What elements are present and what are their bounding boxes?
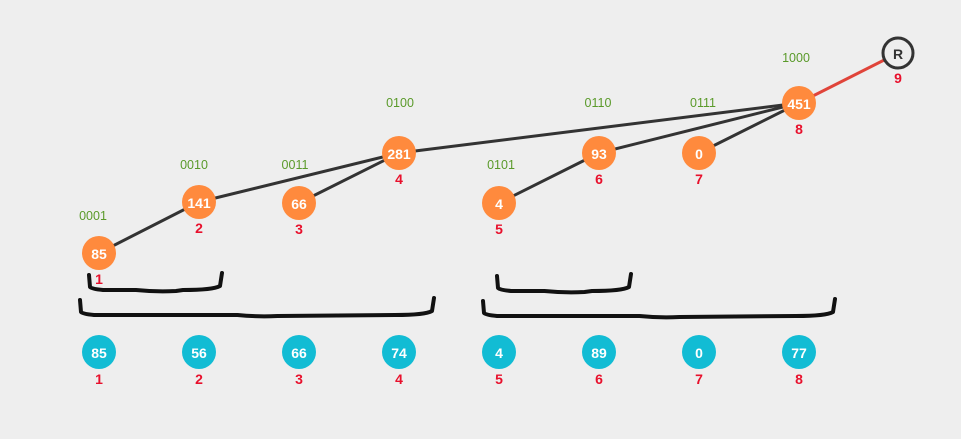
tree-edge	[297, 151, 401, 205]
tree-node-value: 141	[187, 195, 211, 211]
array-node-6	[582, 335, 616, 369]
tree-node-value: 93	[591, 146, 607, 162]
tree-node-value: 0	[695, 146, 703, 162]
array-node-3	[282, 335, 316, 369]
array-node-value: 66	[291, 345, 307, 361]
range-bracket	[78, 296, 436, 319]
array-node-2	[182, 335, 216, 369]
array-node-index: 3	[295, 371, 303, 387]
tree-node-value: 4	[495, 196, 503, 212]
tree-node-index: 7	[695, 171, 703, 187]
tree-node-1	[82, 236, 116, 270]
tree-node-5	[482, 186, 516, 220]
array-node-value: 4	[495, 345, 503, 361]
array-node-7	[682, 335, 716, 369]
tree-edge	[497, 151, 601, 205]
array-node-1	[82, 335, 116, 369]
tree-node-index: 1	[95, 271, 103, 287]
array-node-value: 89	[591, 345, 607, 361]
binary-index-label: 1000	[782, 51, 810, 65]
array-node-value: 0	[695, 345, 703, 361]
tree-node-index: 6	[595, 171, 603, 187]
array-node-value: 77	[791, 345, 807, 361]
root-node-label: R	[893, 46, 903, 62]
tree-node-2	[182, 185, 216, 219]
binary-index-label: 0110	[585, 96, 612, 110]
binary-index-label: 0011	[282, 158, 309, 172]
tree-node-index: 4	[395, 171, 403, 187]
range-bracket	[495, 272, 633, 295]
array-node-5	[482, 335, 516, 369]
tree-node-value: 451	[787, 96, 811, 112]
root-node-index: 9	[894, 70, 902, 86]
tree-node-index: 5	[495, 221, 503, 237]
binary-index-label: 0111	[690, 96, 716, 110]
root-node	[881, 36, 915, 70]
tree-node-4	[382, 136, 416, 170]
tree-node-8	[782, 86, 816, 120]
array-node-index: 6	[595, 371, 603, 387]
range-bracket	[87, 271, 224, 294]
tree-node-7	[682, 136, 716, 170]
tree-node-index: 2	[195, 220, 203, 236]
tree-edge	[697, 101, 801, 155]
array-node-8	[782, 335, 816, 369]
array-node-index: 8	[795, 371, 803, 387]
tree-node-index: 8	[795, 121, 803, 137]
tree-node-value: 281	[387, 146, 411, 162]
array-node-value: 56	[191, 345, 207, 361]
array-node-index: 5	[495, 371, 503, 387]
binary-index-label: 0100	[386, 96, 414, 110]
brackets-layer	[78, 271, 837, 320]
tree-node-value: 85	[91, 246, 107, 262]
range-bracket	[481, 297, 837, 320]
array-node-value: 74	[391, 345, 407, 361]
root-edge	[797, 51, 900, 105]
array-node-4	[382, 335, 416, 369]
tree-node-value: 66	[291, 196, 307, 212]
tree-edge	[597, 101, 801, 155]
tree-edge	[197, 151, 401, 204]
tree-edge	[397, 101, 801, 155]
binary-index-label: 0001	[79, 209, 107, 223]
edges-layer	[97, 51, 900, 255]
tree-node-3	[282, 186, 316, 220]
array-node-index: 4	[395, 371, 403, 387]
tree-node-index: 3	[295, 221, 303, 237]
array-node-index: 2	[195, 371, 203, 387]
array-node-value: 85	[91, 345, 107, 361]
array-node-index: 7	[695, 371, 703, 387]
tree-edge	[97, 200, 201, 255]
binary-index-label: 0101	[487, 158, 515, 172]
binary-index-label: 0010	[180, 158, 208, 172]
nodes-layer: 8510001141200106630011281401004501019360…	[79, 36, 915, 387]
tree-node-6	[582, 136, 616, 170]
array-node-index: 1	[95, 371, 103, 387]
